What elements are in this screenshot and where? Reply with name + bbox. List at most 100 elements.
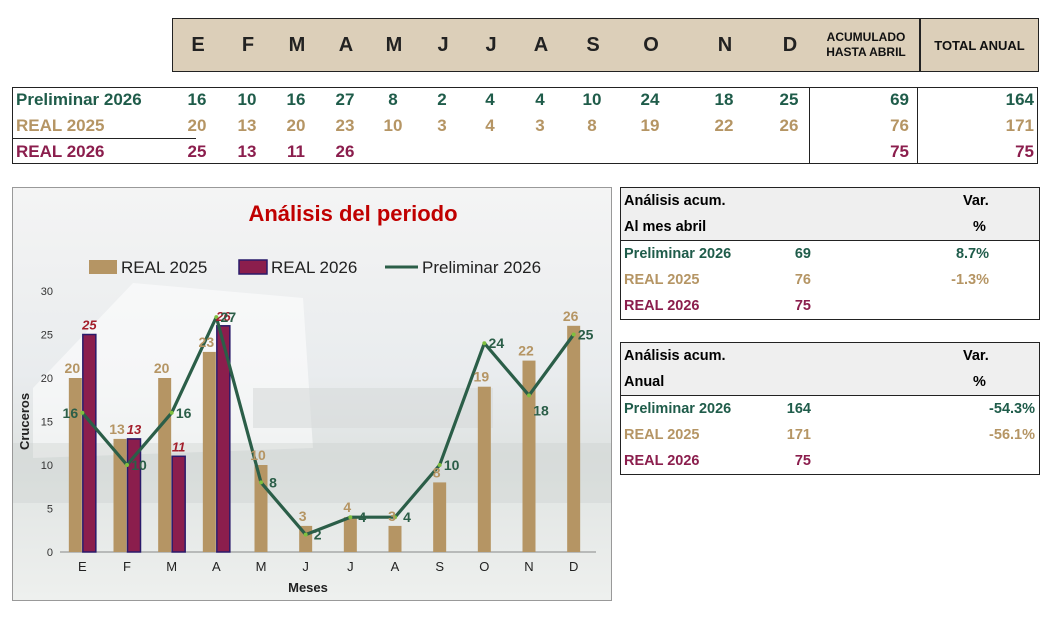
data-label-preliminar: 10 [131,457,147,473]
data-label-preliminar: 4 [358,509,366,525]
acumulado-header: ACUMULADO HASTA ABRIL [813,18,920,72]
line-preliminar [81,315,575,537]
analysis-row: Preliminar 2026 164 -54.3% [621,395,1039,422]
analysis-row-label: REAL 2025 [624,272,700,288]
y-tick-label: 25 [41,330,53,342]
chart-svg: Análisis del periodo REAL 2025 REAL 2026 Pr… [13,201,611,595]
analysis-row-var: 8.7% [955,246,989,262]
analysis-row: Preliminar 2026 69 8.7% [621,240,1039,267]
analysis-row-var: -1.3% [951,272,989,288]
month-header-7: A [533,34,549,56]
analysis-header-row: Análisis acum. Var. [621,343,1039,369]
chart-panel: Análisis del periodo REAL 2025 REAL 2026 Pr… [12,187,612,601]
y-tick-label: 10 [41,460,53,472]
row-value: 3 [437,116,447,135]
data-row: REAL 2026 25 13 11 26 75 75 [12,139,1038,165]
analysis-header-row: Al mes abril% [621,214,1039,240]
data-label-preliminar: 2 [314,527,322,543]
data-label-real2025: 26 [563,308,579,324]
analysis-row-value: 76 [794,272,811,288]
data-label-preliminar: 25 [578,327,594,343]
analysis-row-label: REAL 2026 [624,453,700,469]
analysis-row-value: 75 [794,453,811,469]
row-value: 22 [714,116,734,135]
row-value: 13 [237,142,257,161]
backdrop-pier-shape [253,388,493,428]
row-value: 4 [485,90,495,109]
point-preliminar [303,532,308,537]
x-tick-label: J [302,559,309,574]
data-label-real2025: 22 [518,343,534,359]
backdrop-water-shape [13,443,611,503]
data-label-real2026: 25 [81,318,97,333]
point-preliminar [125,463,129,467]
row-value: 4 [485,116,495,135]
analysis-row-label: Preliminar 2026 [624,401,732,417]
analysis-row-value: 69 [794,246,811,262]
bar-real2025 [158,378,172,552]
x-tick-label: A [212,559,221,574]
analysis-row-value: 75 [794,298,811,314]
row-acumulado: 76 [890,116,909,135]
row-value: 16 [187,90,207,109]
data-label-real2026: 26 [215,309,231,324]
row-value: 26 [779,116,799,135]
point-preliminar [393,515,397,520]
table-border [918,87,1038,164]
row-value: 20 [286,116,306,135]
row-value: 8 [388,90,398,109]
bar-real2026 [126,438,142,553]
row-acumulado: 69 [890,90,909,109]
bar-real2025 [388,525,402,552]
row-value: 8 [587,116,597,135]
x-tick-label: E [78,559,87,574]
analysis-annual-table: Análisis acum. Var. Anual% Preliminar 2026 1… [620,342,1040,475]
x-tick-label: D [569,559,578,574]
analysis-row-label: REAL 2026 [624,298,700,314]
row-label: REAL 2026 [16,142,105,161]
point-preliminar [259,480,263,485]
month-header-10: N [717,34,733,56]
total-header: TOTAL ANUAL [920,18,1039,72]
analysis-row-value: 164 [786,401,811,417]
analysis-row-value: 171 [786,427,811,443]
data-label-real2026: 11 [172,439,186,454]
y-tick-label: 20 [41,373,53,385]
y-axis-label: Cruceros [17,393,32,450]
data-label-preliminar: 16 [176,405,192,421]
analysis-monthly-table: Análisis acum. Var. Al mes abril% Prelimina… [620,187,1040,320]
x-axis-label: Meses [288,580,328,595]
analysis-subtitle: Al mes abril [624,219,707,235]
x-tick-label: O [479,559,489,574]
data-label-real2025: 3 [388,508,396,524]
bar-real2025 [202,351,216,552]
data-label-real2025: 13 [109,421,125,437]
row-value: 10 [237,90,257,109]
data-label-preliminar: 10 [444,457,460,473]
x-tick-label: S [435,559,444,574]
chart-title: Análisis del periodo [248,201,457,226]
month-header-5: J [437,34,449,56]
x-tick-label: A [391,559,400,574]
data-row: REAL 2025 20 13 20 23 10 3 4 3 8 19 22 26 76 171 [12,113,1038,139]
data-label-real2025: 8 [433,464,441,480]
point-preliminar [348,515,353,520]
data-label-preliminar: 18 [533,402,549,418]
table-border [810,87,918,164]
analysis-var-label: Var. [963,193,989,209]
row-value: 11 [287,142,305,161]
analysis-row: REAL 2026 75 [621,448,1039,474]
bar-real2025 [343,517,357,552]
data-label-preliminar: 4 [403,509,411,525]
data-label-preliminar: 27 [221,309,237,325]
legend-label-real2026: REAL 2026 [271,258,357,277]
bar-real2026 [171,455,186,553]
data-label-real2025: 20 [65,360,81,376]
analysis-row-label: REAL 2025 [624,427,700,443]
point-preliminar [80,410,85,415]
y-tick-label: 0 [47,547,53,559]
month-header: E F M A M J J A S O N D ACUMULADO HASTA ABRIL TOTAL… [172,18,1039,72]
analysis-row-var: -54.3% [989,401,1035,417]
month-header-2: M [288,34,306,56]
table-border [12,138,196,139]
